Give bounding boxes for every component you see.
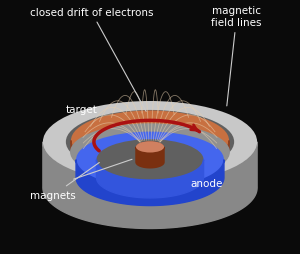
- Ellipse shape: [136, 142, 164, 153]
- Text: target: target: [65, 104, 97, 114]
- Polygon shape: [97, 160, 203, 198]
- Ellipse shape: [43, 147, 257, 229]
- Ellipse shape: [66, 110, 234, 174]
- Ellipse shape: [70, 124, 230, 181]
- Ellipse shape: [71, 111, 229, 171]
- Text: magnets: magnets: [30, 163, 99, 200]
- Ellipse shape: [76, 132, 224, 188]
- Polygon shape: [43, 142, 257, 229]
- Ellipse shape: [136, 142, 164, 153]
- Ellipse shape: [97, 140, 203, 180]
- Text: anode: anode: [190, 178, 222, 188]
- Polygon shape: [136, 147, 164, 168]
- Text: magnetic
field lines: magnetic field lines: [212, 6, 262, 106]
- Polygon shape: [71, 141, 229, 177]
- Polygon shape: [76, 160, 224, 206]
- Ellipse shape: [43, 102, 257, 183]
- Text: closed drift of electrons: closed drift of electrons: [30, 8, 153, 112]
